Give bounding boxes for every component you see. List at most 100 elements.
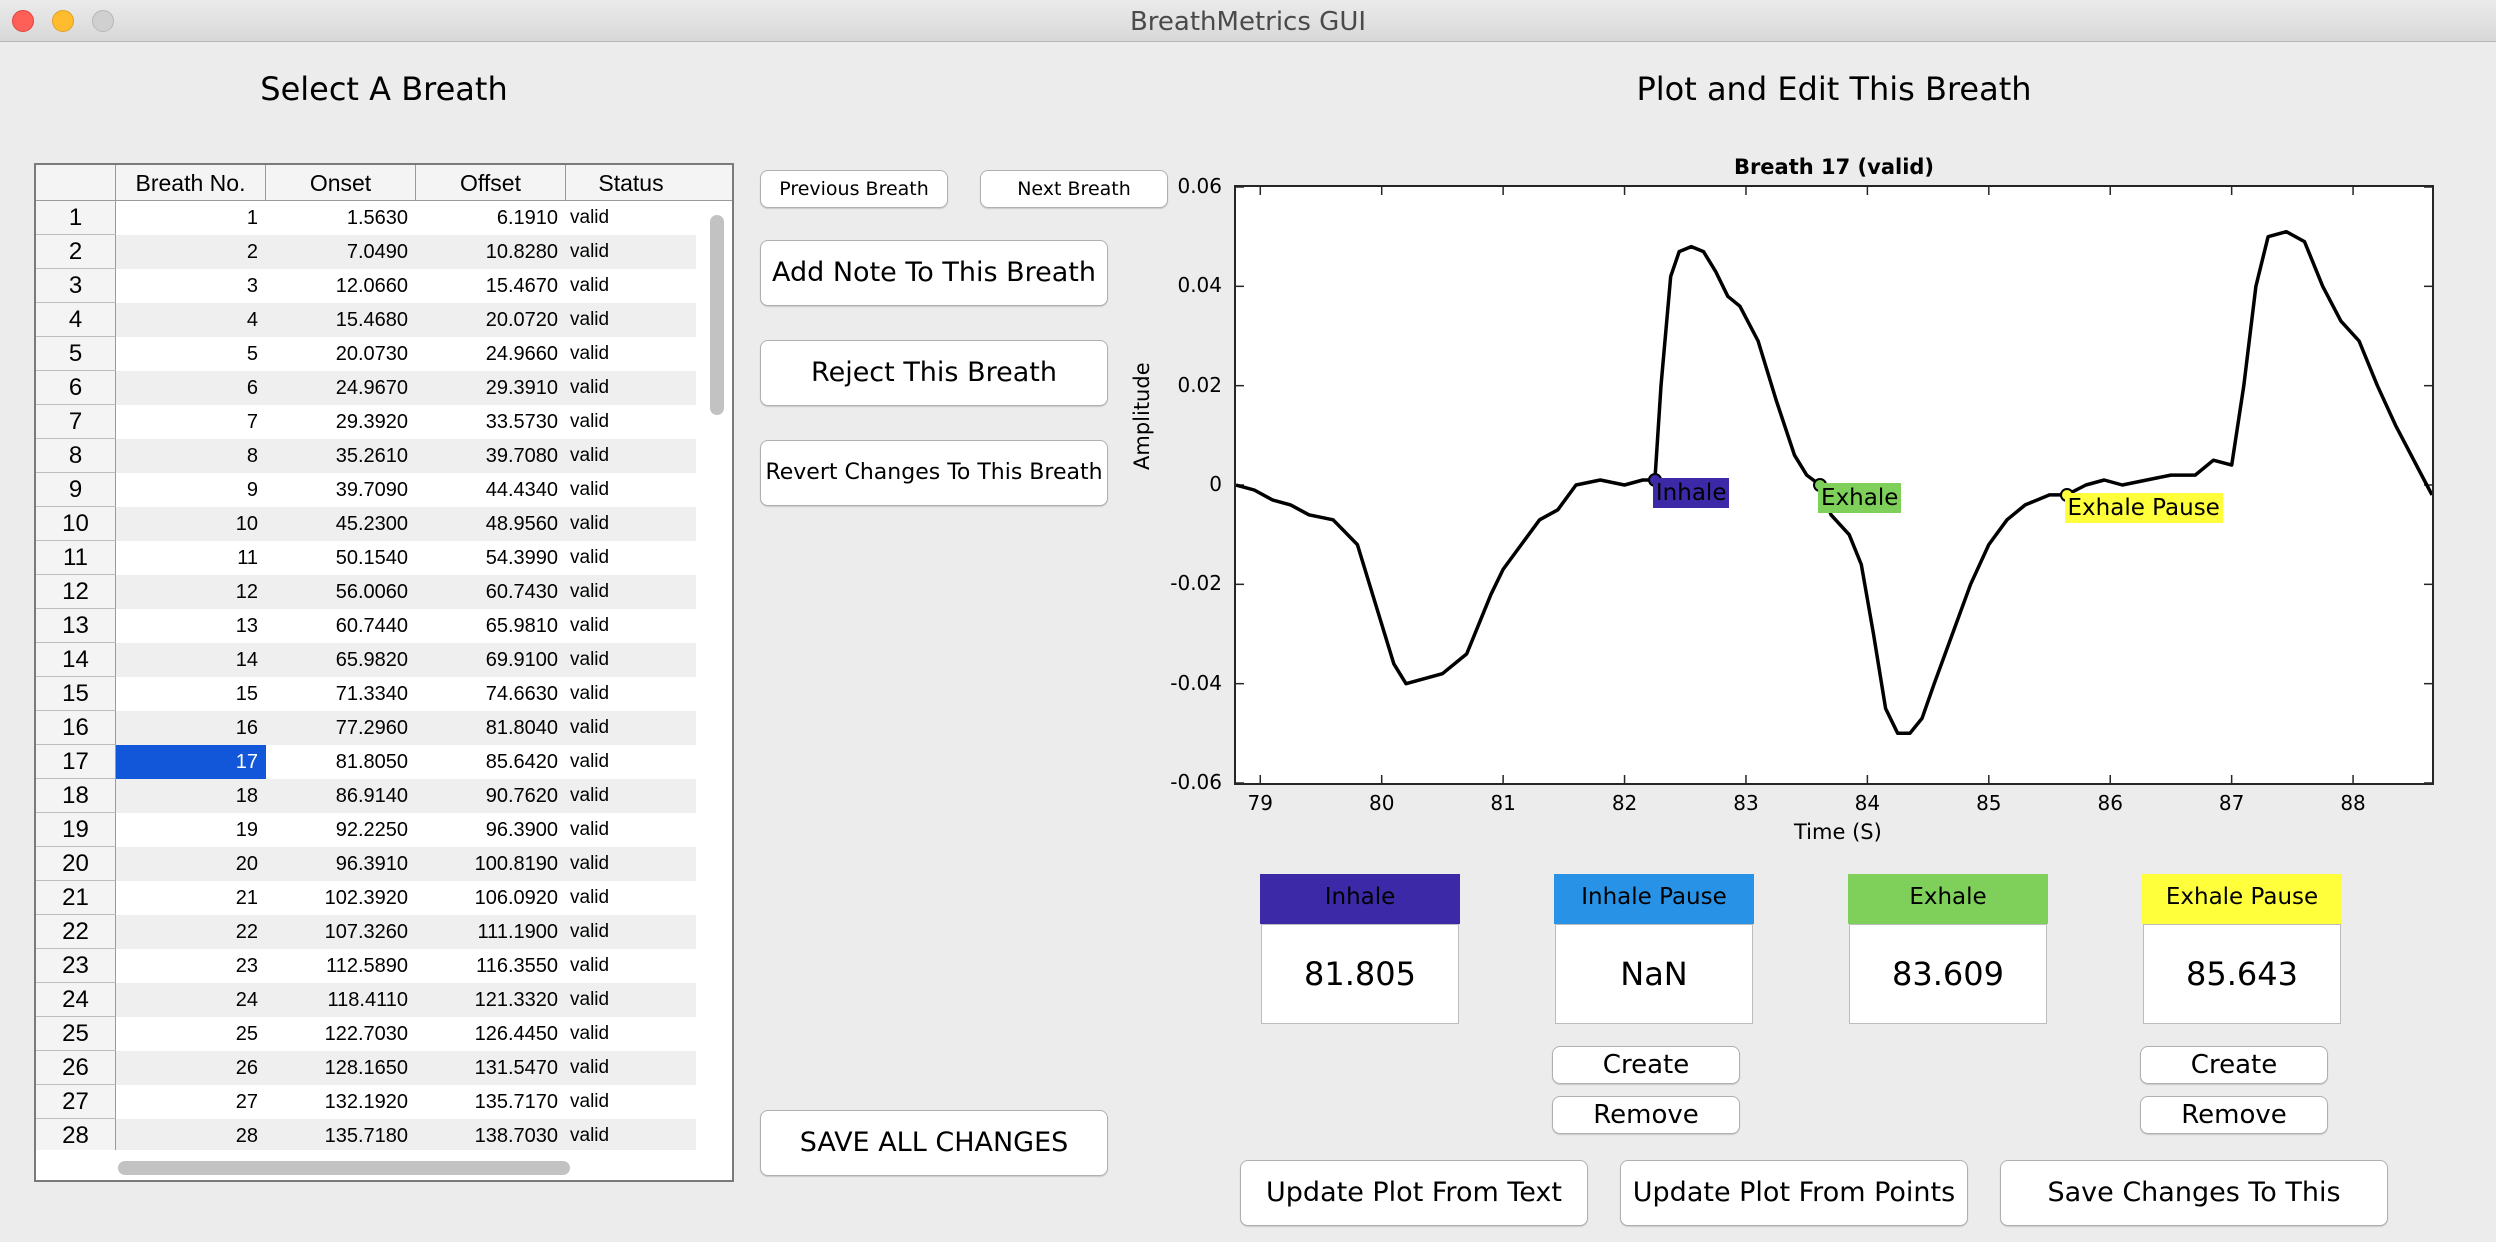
update-plot-from-points-button[interactable]: Update Plot From Points [1620, 1160, 1968, 1226]
status-cell[interactable]: valid [566, 575, 696, 609]
status-cell[interactable]: valid [566, 473, 696, 507]
onset-cell[interactable]: 65.9820 [266, 643, 416, 677]
row-number-cell[interactable]: 7 [36, 405, 116, 439]
create-exhale-pause-button[interactable]: Create [2140, 1046, 2328, 1084]
row-number-cell[interactable]: 20 [36, 847, 116, 881]
row-number-cell[interactable]: 27 [36, 1085, 116, 1119]
onset-cell[interactable]: 96.3910 [266, 847, 416, 881]
horizontal-scrollbar-thumb[interactable] [118, 1161, 570, 1175]
breath-no-cell[interactable]: 16 [116, 711, 266, 745]
breath-no-cell[interactable]: 17 [116, 745, 266, 779]
offset-cell[interactable]: 48.9560 [416, 507, 566, 541]
table-row[interactable]: 27 27 132.1920 135.7170 valid [36, 1085, 732, 1119]
offset-cell[interactable]: 85.6420 [416, 745, 566, 779]
onset-cell[interactable]: 102.3920 [266, 881, 416, 915]
breath-no-cell[interactable]: 25 [116, 1017, 266, 1051]
status-cell[interactable]: valid [566, 609, 696, 643]
offset-cell[interactable]: 126.4450 [416, 1017, 566, 1051]
table-row[interactable]: 6 6 24.9670 29.3910 valid [36, 371, 732, 405]
row-number-cell[interactable]: 22 [36, 915, 116, 949]
onset-cell[interactable]: 118.4110 [266, 983, 416, 1017]
column-header-breath-no[interactable]: Breath No. [116, 165, 266, 201]
table-row[interactable]: 13 13 60.7440 65.9810 valid [36, 609, 732, 643]
row-number-cell[interactable]: 18 [36, 779, 116, 813]
offset-cell[interactable]: 20.0720 [416, 303, 566, 337]
offset-cell[interactable]: 131.5470 [416, 1051, 566, 1085]
table-row[interactable]: 12 12 56.0060 60.7430 valid [36, 575, 732, 609]
table-row[interactable]: 15 15 71.3340 74.6630 valid [36, 677, 732, 711]
onset-cell[interactable]: 122.7030 [266, 1017, 416, 1051]
save-breath-changes-button[interactable]: Save Changes To This Breath [2000, 1160, 2388, 1242]
breath-no-cell[interactable]: 15 [116, 677, 266, 711]
reject-breath-button[interactable]: Reject This Breath [760, 340, 1108, 406]
onset-cell[interactable]: 29.3920 [266, 405, 416, 439]
row-number-cell[interactable]: 6 [36, 371, 116, 405]
row-number-cell[interactable]: 21 [36, 881, 116, 915]
table-row[interactable]: 26 26 128.1650 131.5470 valid [36, 1051, 732, 1085]
breath-no-cell[interactable]: 9 [116, 473, 266, 507]
onset-cell[interactable]: 7.0490 [266, 235, 416, 269]
breath-no-cell[interactable]: 12 [116, 575, 266, 609]
breath-no-cell[interactable]: 4 [116, 303, 266, 337]
offset-cell[interactable]: 24.9660 [416, 337, 566, 371]
add-note-button[interactable]: Add Note To This Breath [760, 240, 1108, 306]
table-row[interactable]: 14 14 65.9820 69.9100 valid [36, 643, 732, 677]
offset-cell[interactable]: 60.7430 [416, 575, 566, 609]
onset-cell[interactable]: 86.9140 [266, 779, 416, 813]
status-cell[interactable]: valid [566, 813, 696, 847]
breath-no-cell[interactable]: 6 [116, 371, 266, 405]
next-breath-button[interactable]: Next Breath [980, 170, 1168, 208]
phase-value-exhale-pause[interactable]: 85.643 [2143, 924, 2341, 1024]
status-cell[interactable]: valid [566, 371, 696, 405]
status-cell[interactable]: valid [566, 779, 696, 813]
row-number-cell[interactable]: 1 [36, 201, 116, 235]
offset-cell[interactable]: 10.8280 [416, 235, 566, 269]
row-number-cell[interactable]: 11 [36, 541, 116, 575]
vertical-scrollbar-thumb[interactable] [710, 215, 724, 415]
revert-changes-button[interactable]: Revert Changes To This Breath [760, 440, 1108, 506]
row-number-cell[interactable]: 24 [36, 983, 116, 1017]
offset-cell[interactable]: 90.7620 [416, 779, 566, 813]
previous-breath-button[interactable]: Previous Breath [760, 170, 948, 208]
offset-cell[interactable]: 121.3320 [416, 983, 566, 1017]
row-number-cell[interactable]: 5 [36, 337, 116, 371]
breath-no-cell[interactable]: 7 [116, 405, 266, 439]
table-row[interactable]: 1 1 1.5630 6.1910 valid [36, 201, 732, 235]
breath-no-cell[interactable]: 24 [116, 983, 266, 1017]
table-row[interactable]: 19 19 92.2250 96.3900 valid [36, 813, 732, 847]
status-cell[interactable]: valid [566, 643, 696, 677]
row-number-cell[interactable]: 9 [36, 473, 116, 507]
onset-cell[interactable]: 77.2960 [266, 711, 416, 745]
offset-cell[interactable]: 111.1900 [416, 915, 566, 949]
status-cell[interactable]: valid [566, 745, 696, 779]
onset-cell[interactable]: 56.0060 [266, 575, 416, 609]
breath-no-cell[interactable]: 18 [116, 779, 266, 813]
breath-no-cell[interactable]: 19 [116, 813, 266, 847]
row-number-cell[interactable]: 25 [36, 1017, 116, 1051]
remove-inhale-pause-button[interactable]: Remove [1552, 1096, 1740, 1134]
table-row[interactable]: 25 25 122.7030 126.4450 valid [36, 1017, 732, 1051]
breath-no-cell[interactable]: 14 [116, 643, 266, 677]
table-row[interactable]: 5 5 20.0730 24.9660 valid [36, 337, 732, 371]
offset-cell[interactable]: 138.7030 [416, 1119, 566, 1153]
column-header-status[interactable]: Status [598, 170, 664, 196]
row-number-cell[interactable]: 13 [36, 609, 116, 643]
table-row[interactable]: 8 8 35.2610 39.7080 valid [36, 439, 732, 473]
table-row[interactable]: 18 18 86.9140 90.7620 valid [36, 779, 732, 813]
row-number-cell[interactable]: 14 [36, 643, 116, 677]
status-cell[interactable]: valid [566, 405, 696, 439]
offset-cell[interactable]: 74.6630 [416, 677, 566, 711]
status-cell[interactable]: valid [566, 1085, 696, 1119]
offset-cell[interactable]: 100.8190 [416, 847, 566, 881]
breath-no-cell[interactable]: 13 [116, 609, 266, 643]
phase-value-inhale[interactable]: 81.805 [1261, 924, 1459, 1024]
onset-cell[interactable]: 92.2250 [266, 813, 416, 847]
breath-no-cell[interactable]: 10 [116, 507, 266, 541]
breath-no-cell[interactable]: 26 [116, 1051, 266, 1085]
zoom-window-icon[interactable] [92, 10, 114, 32]
onset-cell[interactable]: 132.1920 [266, 1085, 416, 1119]
offset-cell[interactable]: 39.7080 [416, 439, 566, 473]
onset-cell[interactable]: 128.1650 [266, 1051, 416, 1085]
onset-cell[interactable]: 107.3260 [266, 915, 416, 949]
status-cell[interactable]: valid [566, 949, 696, 983]
